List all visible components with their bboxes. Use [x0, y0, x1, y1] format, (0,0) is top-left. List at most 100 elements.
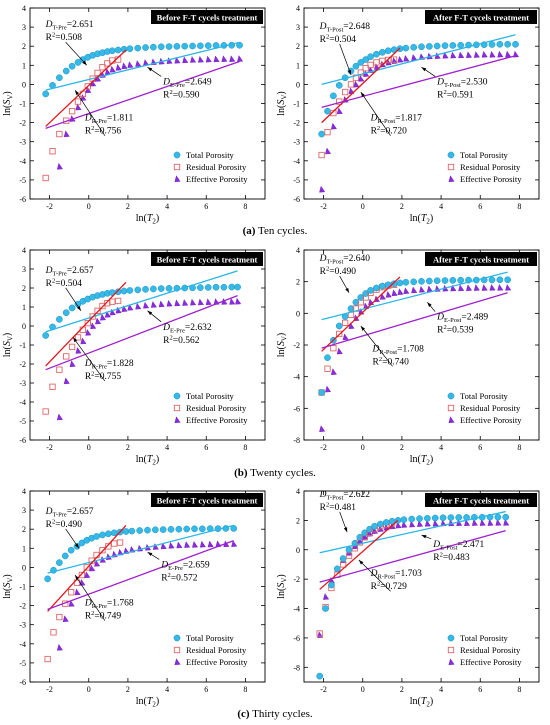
residual-porosity-point — [68, 107, 76, 115]
effective-porosity-fit-line — [321, 55, 516, 108]
total-porosity-point — [157, 43, 165, 51]
total-porosity-point — [198, 525, 206, 533]
effective-porosity-point — [401, 521, 408, 528]
effective-porosity-point — [115, 63, 122, 71]
total-porosity-point — [104, 530, 112, 538]
legend-label-effective: Effective Porosity — [460, 657, 522, 667]
legend-marker-residual — [447, 163, 455, 171]
annotation-total-arrow — [339, 43, 352, 75]
effective-porosity-point — [432, 519, 439, 527]
y-tick-label: -1 — [19, 583, 26, 592]
effective-porosity-point — [330, 368, 337, 375]
total-porosity-point — [357, 294, 365, 301]
x-tick-label: 8 — [243, 202, 247, 211]
y-tick-label: -5 — [293, 176, 300, 185]
total-porosity-point — [488, 41, 496, 48]
effective-porosity-point — [505, 284, 512, 291]
total-porosity-point — [136, 527, 144, 534]
annotation-effective-r2: R2=0.591 — [437, 89, 474, 101]
legend-marker-total — [173, 392, 181, 400]
total-porosity-fit-line — [321, 34, 516, 86]
total-porosity-point — [396, 279, 404, 287]
x-tick-label: 0 — [361, 685, 365, 694]
y-tick-label: 1 — [22, 61, 26, 70]
residual-porosity-point — [68, 343, 76, 351]
y-tick-label: 4 — [296, 487, 300, 496]
residual-porosity-fit-line — [321, 276, 401, 352]
total-porosity-fit-line — [45, 41, 240, 91]
total-porosity-point — [197, 42, 204, 50]
effective-porosity-point — [442, 51, 449, 59]
x-tick-label: 4 — [439, 443, 443, 452]
legend-label-total: Total Porosity — [460, 633, 509, 643]
annotation-total-arrowhead — [347, 69, 351, 75]
effective-porosity-point — [358, 74, 365, 82]
effective-porosity-point — [62, 615, 69, 622]
annotation-effective-arrowhead — [147, 552, 153, 557]
y-tick-label: -6 — [293, 634, 300, 643]
x-tick-label: 6 — [478, 685, 482, 694]
total-porosity-point — [439, 514, 447, 522]
legend-label-total: Total Porosity — [186, 633, 235, 643]
y-tick-label: -3 — [293, 138, 300, 147]
caption-c: (c) Thirty cycles. — [237, 708, 313, 720]
annotation-residual-arrowhead — [360, 92, 365, 97]
effective-porosity-point — [481, 50, 488, 58]
total-porosity-point — [67, 546, 75, 554]
y-tick-label: 3 — [22, 265, 26, 274]
y-tick-label: -4 — [19, 157, 26, 166]
total-porosity-point — [378, 282, 386, 290]
x-tick-label: 2 — [400, 443, 404, 452]
y-axis-label: ln(SV) — [2, 333, 15, 358]
total-porosity-point — [361, 529, 369, 537]
annotation-effective-d: DE-Post=2.489 — [436, 313, 488, 325]
residual-porosity-point — [56, 366, 63, 373]
y-axis-label: ln(SV) — [2, 574, 15, 599]
y-tick-label: -4 — [19, 398, 26, 407]
effective-porosity-point — [56, 643, 63, 651]
total-porosity-point — [504, 276, 512, 284]
x-tick-label: 4 — [439, 202, 443, 211]
x-axis-label: ln(T2) — [136, 213, 160, 226]
total-porosity-point — [373, 284, 380, 292]
effective-porosity-point — [190, 56, 197, 63]
total-porosity-point — [44, 575, 51, 583]
total-porosity-point — [502, 513, 510, 521]
residual-porosity-fit-line — [45, 281, 127, 367]
legend: Total Porosity Residual Porosity Effective… — [173, 633, 248, 667]
effective-porosity-point — [489, 284, 496, 291]
total-porosity-point — [134, 286, 142, 294]
x-tick-label: 8 — [243, 685, 247, 694]
total-porosity-point — [175, 525, 183, 533]
residual-porosity-point — [94, 69, 101, 77]
total-porosity-point — [318, 130, 325, 138]
chart-panel-5: -2 0 2 4 6 8 -6 -5 -4 -3 -2 -1 0 1 2 3 4 ln(T2) ln(SV) Befo… — [2, 487, 266, 709]
legend: Total Porosity Residual Porosity Effective… — [447, 150, 522, 184]
y-tick-label: -8 — [293, 436, 300, 445]
effective-porosity-point — [89, 564, 96, 572]
annotation-residual-arrowhead — [75, 90, 80, 95]
annotation-total-r2: R2=0.504 — [46, 277, 83, 289]
annotation-residual-arrow — [358, 559, 391, 592]
total-porosity-fit-line — [45, 270, 238, 333]
y-tick-label: -4 — [293, 373, 300, 382]
y-tick-label: -2 — [19, 360, 26, 369]
legend-label-total: Total Porosity — [186, 391, 235, 401]
effective-porosity-point — [391, 289, 398, 297]
annotation-effective-r2: R2=0.483 — [433, 551, 470, 563]
effective-porosity-point — [213, 55, 220, 63]
chart-title-box — [151, 252, 263, 266]
total-porosity-point — [56, 559, 63, 566]
effective-porosity-point — [143, 301, 150, 309]
effective-porosity-point — [505, 50, 512, 58]
effective-porosity-point — [229, 298, 236, 305]
residual-porosity-point — [67, 589, 75, 596]
legend-marker-residual — [173, 646, 181, 654]
chart-title: After F-T cycels treatment — [433, 13, 529, 23]
plot-frame — [303, 490, 540, 683]
total-porosity-point — [157, 285, 165, 292]
total-porosity-point — [449, 277, 457, 284]
effective-porosity-point — [199, 540, 206, 548]
y-tick-label: 0 — [296, 309, 300, 318]
effective-porosity-point — [99, 313, 107, 321]
